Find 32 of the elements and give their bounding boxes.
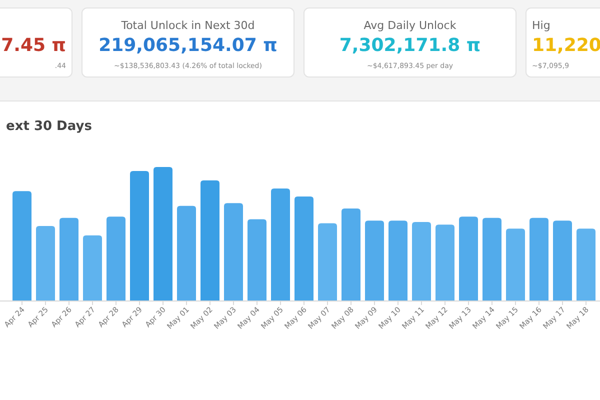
bar (177, 206, 196, 301)
bar (12, 191, 32, 301)
text: 7.45 π (1, 35, 66, 56)
bar (60, 218, 78, 301)
bar (36, 226, 55, 301)
text: Hig (532, 19, 550, 32)
bar (130, 171, 149, 301)
bar (154, 167, 172, 301)
text: Total Unlock in Next 30d (120, 19, 255, 32)
bar (248, 219, 266, 301)
bar (106, 216, 126, 301)
bar (530, 218, 548, 301)
bar (342, 208, 360, 301)
bar (294, 196, 314, 301)
text: 7,302,171.8 π (339, 35, 481, 56)
bar (271, 188, 290, 301)
bar (365, 220, 384, 301)
text: Avg Daily Unlock (364, 19, 457, 32)
bar (506, 228, 525, 301)
bar (388, 220, 408, 301)
bar (553, 220, 572, 301)
text: 219,065,154.07 π (98, 35, 278, 56)
bar (459, 216, 478, 301)
bar (412, 222, 431, 301)
chart-title: ext 30 Days (6, 119, 92, 134)
bar (576, 228, 596, 301)
bar (482, 218, 502, 301)
bar (200, 180, 220, 301)
bar (224, 203, 243, 301)
bar (318, 223, 337, 301)
bar (436, 224, 454, 301)
bar (83, 235, 102, 301)
